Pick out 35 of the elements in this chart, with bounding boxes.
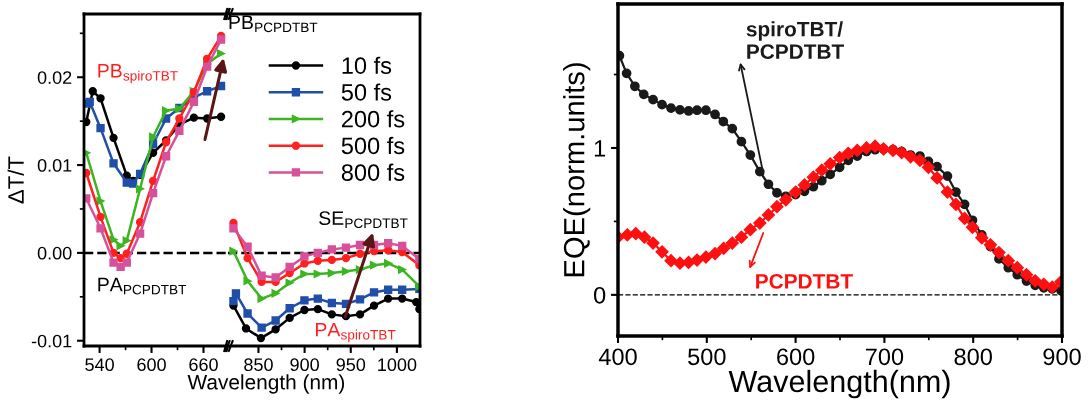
annotation: SE$_{PCPDTBT}$ (319, 211, 408, 229)
y-tick-label: 0.02 (37, 71, 72, 84)
text: spiroTBT/ PCPDTBT (746, 21, 845, 60)
annotation: PA$_{PCPDTBT}$ (98, 277, 187, 295)
x-tick-label: 900 (1043, 348, 1081, 366)
legend-label: 10 fs (342, 56, 392, 74)
x-tick-label: 1000 (378, 358, 417, 372)
y-tick-label: 1 (594, 140, 606, 157)
x-tick-label: 660 (189, 358, 218, 372)
x-tick-label: 700 (865, 348, 904, 366)
x-axis-title: Wavelength(nm) (728, 369, 950, 399)
legend-label: 500 fs (341, 136, 405, 155)
x-tick-label: 400 (598, 348, 637, 366)
x-tick-label: 950 (336, 358, 366, 372)
x-axis-title: Wavelength (nm) (187, 374, 345, 394)
y-tick-label: 0.00 (37, 246, 72, 260)
legend-label: 800 fs (341, 163, 405, 181)
y-tick-label: -0.01 (31, 334, 72, 348)
x-tick-label: 900 (290, 358, 319, 372)
x-tick-label: 600 (777, 348, 815, 366)
legend-label: PCPDTBT (756, 273, 853, 289)
annotation: PB$_{spiroTBT}$ (98, 64, 178, 84)
x-tick-label: 600 (137, 358, 166, 372)
legend-label: 200 fs (341, 110, 405, 128)
x-tick-label: 850 (244, 358, 273, 372)
y-axis-title: ΔT/T (7, 156, 24, 204)
x-tick-label: 800 (954, 348, 992, 366)
x-tick-label: 500 (688, 348, 726, 366)
annotation: PB$_{PCPDTBT}$ (229, 15, 318, 33)
legend-label: 50 fs (341, 83, 392, 101)
y-tick-label: 0.01 (37, 159, 72, 172)
annotation: PA$_{spiroTBT}$ (316, 323, 396, 343)
y-axis-title: EQE(norm.units) (563, 63, 591, 277)
y-tick-label: 0 (593, 286, 606, 304)
x-tick-label: 540 (85, 358, 114, 372)
